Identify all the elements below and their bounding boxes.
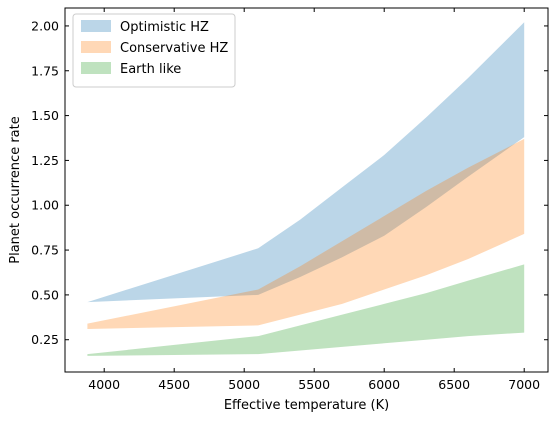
y-tick-label: 1.75 bbox=[31, 63, 59, 78]
legend-label-conservative-hz: Conservative HZ bbox=[120, 41, 228, 56]
legend: Optimistic HZ Conservative HZ Earth like bbox=[72, 13, 236, 88]
legend-label-earth-like: Earth like bbox=[120, 62, 181, 77]
x-tick-label: 5000 bbox=[228, 377, 260, 392]
x-axis-ticks: 4000 4500 5000 5500 6000 6500 7000 bbox=[88, 8, 540, 392]
legend-box bbox=[72, 13, 236, 88]
x-tick-label: 4000 bbox=[88, 377, 120, 392]
x-tick-label: 4500 bbox=[158, 377, 190, 392]
x-tick-label: 7000 bbox=[508, 377, 540, 392]
y-tick-label: 0.25 bbox=[31, 332, 59, 347]
plot-frame bbox=[64, 7, 549, 373]
legend-label-optimistic-hz: Optimistic HZ bbox=[120, 20, 209, 35]
x-tick-label: 6000 bbox=[368, 377, 400, 392]
x-axis-label: Effective temperature (K) bbox=[224, 398, 389, 413]
legend-swatch-conservative-hz bbox=[81, 41, 111, 53]
legend-swatch-optimistic-hz bbox=[81, 20, 111, 32]
series-bands bbox=[87, 22, 525, 356]
y-tick-label: 0.50 bbox=[31, 287, 59, 302]
y-tick-label: 1.00 bbox=[31, 198, 59, 213]
y-axis-ticks: 0.25 0.50 0.75 1.00 1.25 1.50 1.75 2.00 bbox=[31, 18, 548, 347]
band-optimistic-hz bbox=[87, 22, 525, 303]
x-tick-label: 5500 bbox=[298, 377, 330, 392]
band-earth-like bbox=[87, 264, 525, 356]
legend-swatch-earth-like bbox=[81, 62, 111, 74]
y-tick-label: 0.75 bbox=[31, 243, 59, 258]
band-conservative-hz bbox=[87, 138, 525, 329]
y-tick-label: 1.50 bbox=[31, 108, 59, 123]
y-tick-label: 2.00 bbox=[31, 18, 59, 33]
y-axis-label: Planet occurrence rate bbox=[8, 116, 23, 263]
y-tick-label: 1.25 bbox=[31, 153, 59, 168]
x-tick-label: 6500 bbox=[438, 377, 470, 392]
